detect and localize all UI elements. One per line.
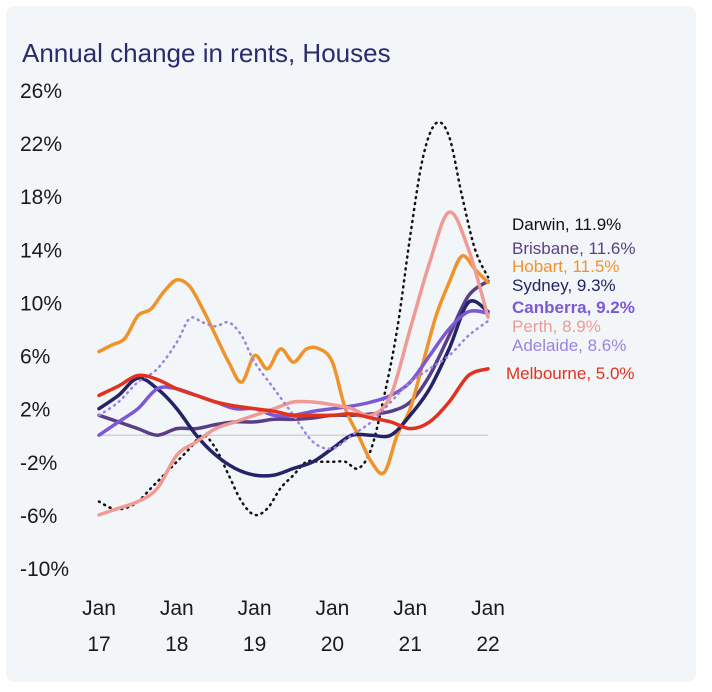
series-line-adelaide	[97, 316, 490, 451]
series-line-brisbane	[97, 279, 490, 437]
x-tick-label: Jan	[315, 597, 349, 620]
y-tick-label: 14%	[20, 239, 62, 262]
x-tick-label: Jan	[160, 597, 194, 620]
y-tick-label: 6%	[20, 346, 50, 369]
x-tick-label: Jan	[471, 597, 505, 620]
x-tick-label-year: 19	[243, 633, 266, 656]
series-label-canberra: Canberra, 9.2%	[512, 298, 635, 317]
y-tick-label: 26%	[20, 80, 62, 103]
x-tick-label-year: 18	[165, 633, 188, 656]
y-tick-label: 18%	[20, 186, 62, 209]
series-label-hobart: Hobart, 11.5%	[512, 257, 619, 276]
x-tick-label-year: 17	[87, 633, 110, 656]
y-tick-label: 10%	[20, 292, 62, 315]
y-tick-label: -10%	[20, 558, 69, 581]
y-tick-label: 22%	[20, 133, 62, 156]
series-label-brisbane: Brisbane, 11.6%	[512, 239, 635, 258]
series-label-sydney: Sydney, 9.3%	[512, 276, 616, 295]
x-tick-label-year: 21	[399, 633, 422, 656]
chart-title: Annual change in rents, Houses	[22, 38, 391, 68]
chart-panel	[6, 6, 696, 682]
x-tick-label: Jan	[238, 597, 272, 620]
series-line-darwin	[97, 120, 490, 517]
series-line-perth	[97, 210, 490, 517]
series-label-melbourne: Melbourne, 5.0%	[506, 364, 635, 383]
series-line-melbourne	[97, 367, 490, 431]
series-label-darwin: Darwin, 11.9%	[512, 215, 621, 234]
series-line-sydney	[97, 299, 490, 478]
series-label-adelaide: Adelaide, 8.6%	[512, 336, 626, 355]
series-label-perth: Perth, 8.9%	[512, 317, 601, 336]
x-tick-label: Jan	[82, 597, 116, 620]
x-tick-label-year: 20	[321, 633, 344, 656]
y-tick-label: 2%	[20, 399, 50, 422]
y-tick-label: -6%	[20, 505, 57, 528]
x-tick-label: Jan	[393, 597, 427, 620]
y-tick-label: -2%	[20, 452, 57, 475]
series-line-hobart	[97, 254, 490, 476]
x-tick-label-year: 22	[476, 633, 499, 656]
